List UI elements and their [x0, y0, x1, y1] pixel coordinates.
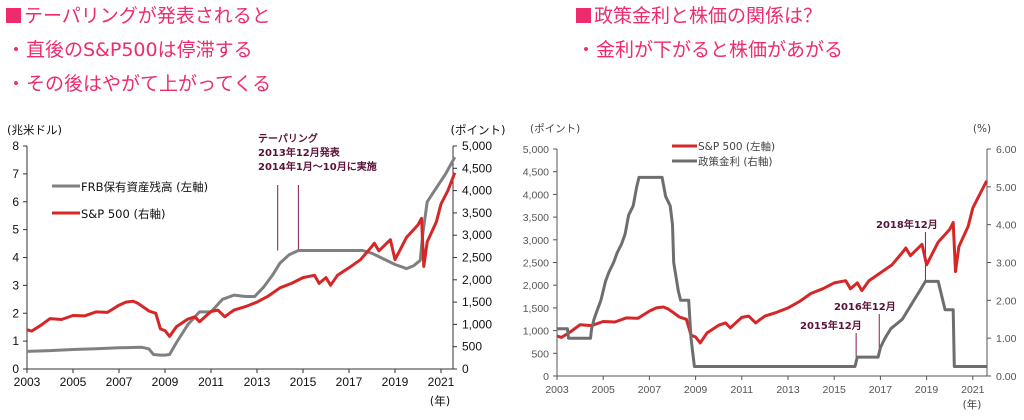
right-axis-title: (ポイント)	[451, 123, 506, 137]
left-y-tick-label: 8	[12, 139, 19, 153]
left-y-tick-label: 500	[531, 348, 549, 360]
x-tick-label: 2013	[776, 384, 800, 396]
x-tick-label: 2003	[545, 384, 569, 396]
right-y-tick-label: 5.00	[996, 182, 1017, 194]
left-heading: テーパリングが発表されると	[6, 2, 271, 30]
left-y-tick-label: 5	[12, 223, 19, 237]
x-tick-label: 2007	[106, 375, 133, 389]
right-y-tick-label: 6.00	[996, 144, 1017, 156]
x-tick-label: 2005	[592, 384, 616, 396]
left-y-tick-label: 2	[12, 306, 19, 320]
left-y-tick-label: 0	[543, 371, 549, 383]
left-y-tick-label: 2,000	[523, 280, 549, 292]
right-y-tick-label: 1.00	[996, 333, 1017, 345]
x-tick-label: 2019	[915, 384, 939, 396]
right-axis-title: (%)	[973, 123, 991, 135]
annotation-tapering-announce: 2013年12月発表	[258, 146, 341, 159]
right-heading: 政策金利と株価の関係は？	[576, 2, 843, 30]
left-y-tick-label: 1	[12, 334, 19, 348]
left-y-tick-label: 1,500	[523, 303, 549, 315]
legend-label: FRB保有資産残高 (左軸)	[81, 180, 208, 194]
legend-label: S&P 500 (右軸)	[81, 207, 165, 221]
right-y-tick-label: 1,000	[462, 317, 492, 331]
left-point-2: ・その後はやがて上がってくる	[6, 73, 272, 95]
annotation-tapering-title: テーパリング	[258, 132, 318, 145]
left-y-tick-label: 3,500	[523, 212, 549, 224]
annotation-rate-hike-label: 2015年12月	[800, 319, 862, 332]
legend-label: S&P 500 (左軸)	[698, 140, 775, 153]
right-y-tick-label: 4,000	[462, 184, 492, 198]
x-tick-label: 2005	[60, 375, 87, 389]
left-y-tick-label: 4,000	[523, 189, 549, 201]
right-heading-block: 政策金利と株価の関係は？ ・金利が下がると株価があがる	[576, 2, 843, 64]
left-axis-title: (ポイント)	[530, 123, 580, 135]
square-bullet-icon	[6, 8, 21, 23]
x-tick-label: 2017	[336, 375, 363, 389]
annotation-rate-hike-label: 2016年12月	[834, 300, 896, 313]
right-y-tick-label: 1,500	[462, 295, 492, 309]
right-y-tick-label: 2,500	[462, 251, 492, 265]
x-tick-label: 2011	[198, 375, 224, 389]
legend-label: 政策金利 (右軸)	[698, 155, 773, 168]
x-tick-label: 2015	[290, 375, 317, 389]
left-y-tick-label: 3	[12, 278, 19, 292]
x-tick-label: 2011	[731, 384, 754, 396]
x-axis-title: (年)	[963, 398, 982, 411]
right-y-tick-label: 0.00	[996, 371, 1017, 383]
right-y-tick-label: 3,000	[462, 228, 492, 242]
x-tick-label: 2015	[823, 384, 847, 396]
left-y-tick-label: 7	[12, 167, 19, 181]
x-tick-label: 2013	[244, 375, 271, 389]
x-tick-label: 2009	[684, 384, 708, 396]
annotation-tapering-period: 2014年1月～10月に実施	[258, 160, 377, 173]
right-y-tick-label: 4,500	[462, 161, 492, 175]
x-tick-label: 2021	[961, 384, 985, 396]
x-axis-title: (年)	[430, 394, 450, 408]
gray-series-line	[557, 175, 987, 368]
left-y-tick-label: 4	[12, 251, 19, 265]
right-y-tick-label: 500	[462, 340, 482, 354]
x-tick-label: 2017	[869, 384, 893, 396]
left-y-tick-label: 1,000	[523, 326, 549, 338]
sp500-line	[26, 172, 457, 338]
left-y-tick-label: 6	[12, 195, 19, 209]
left-y-tick-label: 5,000	[523, 144, 549, 156]
right-y-tick-label: 3,500	[462, 206, 492, 220]
x-tick-label: 2007	[638, 384, 662, 396]
gray-series-line	[26, 156, 457, 357]
sp500-line	[556, 180, 989, 345]
left-y-tick-label: 3,000	[523, 235, 549, 247]
right-y-tick-label: 0	[462, 362, 469, 376]
right-y-tick-label: 5,000	[462, 139, 492, 153]
right-y-tick-label: 4.00	[996, 220, 1017, 232]
right-point-1: ・金利が下がると株価があがる	[576, 39, 844, 61]
x-tick-label: 2003	[14, 375, 41, 389]
square-bullet-icon	[576, 8, 591, 23]
x-tick-label: 2019	[382, 375, 409, 389]
left-y-tick-label: 4,500	[523, 167, 549, 179]
left-y-tick-label: 2,500	[523, 258, 549, 270]
left-y-tick-label: 0	[12, 362, 19, 376]
right-y-tick-label: 2,000	[462, 273, 492, 287]
right-y-tick-label: 3.00	[996, 258, 1017, 270]
x-tick-label: 2021	[428, 375, 455, 389]
left-point-1: ・直後のS&P500は停滞する	[6, 39, 253, 61]
left-heading-block: テーパリングが発表されると ・直後のS&P500は停滞する ・その後はやがて上が…	[6, 2, 271, 98]
right-y-tick-label: 2.00	[996, 295, 1017, 307]
left-axis-title: (兆米ドル)	[7, 123, 62, 137]
annotation-rate-hike-label: 2018年12月	[876, 218, 938, 231]
x-tick-label: 2009	[152, 375, 179, 389]
